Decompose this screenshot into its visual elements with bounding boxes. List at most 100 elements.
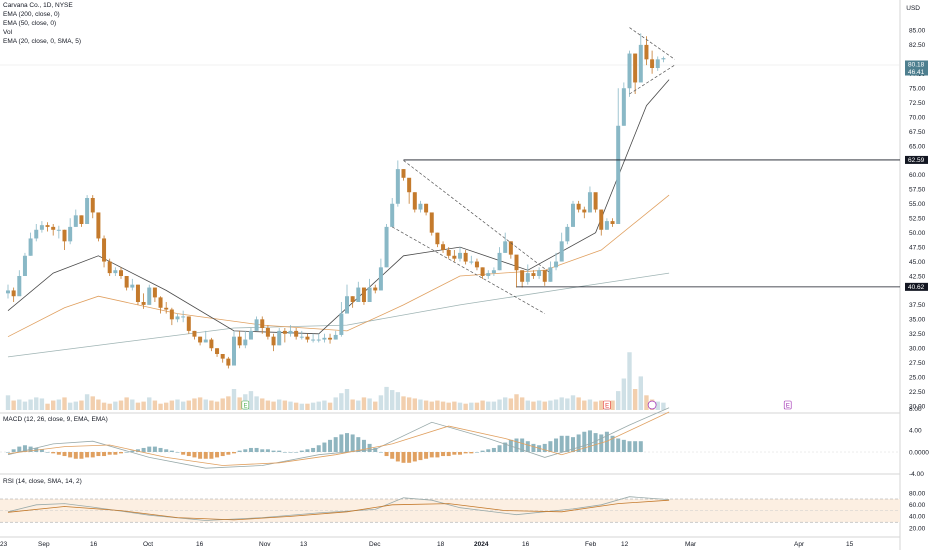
candle-body (186, 316, 191, 331)
rsi-legend[interactable]: RSI (14, close, SMA, 14, 2) (3, 477, 82, 486)
candle-body (17, 276, 22, 297)
macd-histogram-bar (102, 452, 107, 457)
macd-histogram-bar (254, 447, 259, 452)
volume-bar (514, 394, 519, 410)
time-tick-label: Feb (585, 541, 597, 548)
macd-histogram-bar (164, 449, 169, 452)
volume-bar (457, 402, 463, 410)
macd-tick-label: 4.00 (909, 428, 922, 435)
macd-histogram-bar (621, 439, 626, 452)
volume-bar (175, 399, 180, 410)
macd-histogram-bar (45, 452, 50, 453)
price-tick-label: 55.00 (909, 201, 926, 208)
earnings-marker (241, 400, 250, 410)
candle-body (463, 252, 468, 262)
macd-histogram-bar (452, 452, 457, 455)
price-tick-label: 25.00 (909, 374, 926, 381)
macd-histogram-bar (395, 452, 400, 462)
candle-body (62, 229, 67, 242)
macd-histogram-bar (486, 449, 491, 452)
volume-bar (186, 400, 191, 410)
time-tick-label: 2024 (474, 541, 489, 548)
macd-histogram-bar (384, 452, 389, 457)
level-badge-label: 40.62 (908, 284, 925, 291)
macd-label: MACD (12, 26, close, 9, EMA, EMA) (3, 416, 108, 423)
volume-bar (638, 376, 643, 410)
trendline-lower (392, 226, 545, 314)
candle-body (135, 284, 140, 302)
price-tick-label: 57.50 (909, 187, 926, 194)
earnings-marker-label: E (244, 404, 248, 410)
volume-bar (180, 401, 186, 410)
volume-bar (378, 395, 384, 410)
candle-body (209, 339, 214, 349)
candle-body (107, 261, 112, 274)
volume-bar (11, 400, 16, 410)
candle-body (542, 270, 547, 282)
volume-bar (293, 402, 299, 410)
candle-body (248, 330, 253, 340)
volume-bar (344, 389, 350, 410)
macd-histogram-bar (130, 450, 135, 452)
candle-body (73, 215, 78, 227)
macd-histogram-bar (469, 452, 474, 454)
candle-body (345, 296, 349, 314)
volume-bar (67, 402, 73, 410)
candle-body (655, 59, 660, 68)
macd-histogram-bar (198, 452, 203, 459)
macd-legend[interactable]: MACD (12, 26, close, 9, EMA, EMA) (3, 415, 108, 424)
macd-histogram-bar (328, 439, 333, 452)
macd-histogram-bar (288, 452, 293, 453)
macd-histogram-bar (350, 434, 355, 452)
macd-histogram-bar (294, 452, 299, 453)
ema20-legend[interactable]: EMA (20, close, 0, SMA, 5) (3, 38, 82, 45)
macd-histogram-bar (361, 439, 366, 452)
macd-histogram-bar (237, 450, 242, 452)
volume-bar (367, 398, 372, 410)
volume-bar (164, 402, 169, 410)
price-tick-label: 35.00 (909, 317, 926, 324)
rsi-tick-label: 20.00 (909, 525, 926, 532)
volume-bar (350, 399, 355, 410)
macd-histogram-bar (480, 450, 485, 452)
candle-body (288, 330, 293, 334)
macd-histogram-bar (424, 452, 429, 459)
candle-body (571, 203, 575, 227)
candle-body (525, 273, 530, 282)
volume-bar (310, 402, 316, 410)
volume-bar (90, 396, 95, 410)
candle-body (508, 241, 513, 255)
earnings-marker-label: E (605, 404, 609, 410)
candle-body (333, 334, 338, 340)
volume-bar (56, 399, 62, 410)
macd-histogram-bar (435, 452, 440, 458)
price-tick-label: 45.00 (909, 259, 926, 266)
volume-bar (548, 400, 553, 410)
macd-histogram-bar (51, 452, 56, 454)
volume-bar (277, 399, 282, 410)
ema200-legend[interactable]: EMA (200, close, 0) (3, 11, 60, 18)
macd-histogram-bar (39, 449, 44, 452)
volume-bar (84, 394, 90, 410)
macd-histogram-bar (587, 430, 592, 452)
vol-legend[interactable]: Vol (3, 29, 13, 36)
symbol-title[interactable]: Carvana Co., 1D, NYSE (3, 2, 73, 9)
volume-bar (197, 397, 203, 410)
candle-body (124, 276, 129, 288)
candle-body (497, 252, 502, 271)
candle-body (452, 255, 457, 259)
candle-body (68, 226, 73, 242)
ema50-legend[interactable]: EMA (50, close, 0) (3, 20, 57, 27)
candle-body (328, 337, 333, 340)
candle-body (412, 192, 417, 210)
candle-body (633, 53, 638, 83)
candle-body (181, 316, 186, 318)
macd-signal-line (7, 411, 670, 466)
rsi-line (7, 496, 670, 521)
macd-histogram-bar (520, 438, 525, 452)
volume-bar (542, 401, 547, 410)
macd-histogram-bar (322, 442, 327, 452)
currency-label: USD (906, 5, 920, 12)
